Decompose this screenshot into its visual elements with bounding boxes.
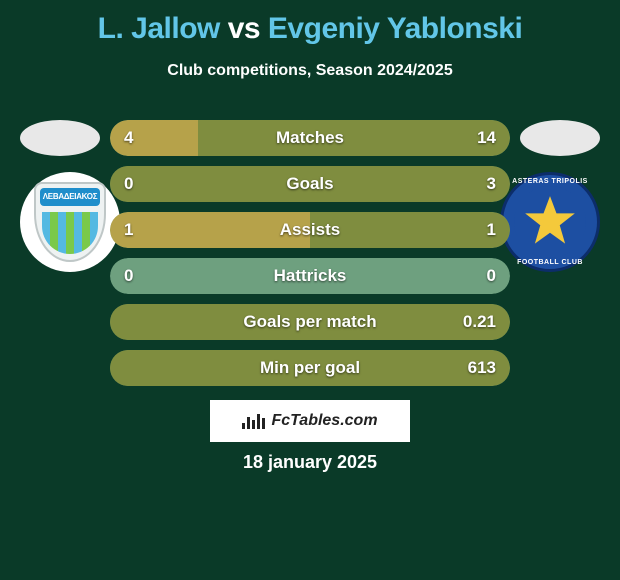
stat-row: Min per goal613 — [110, 350, 510, 386]
watermark-text: FcTables.com — [271, 412, 377, 430]
stat-label: Goals per match — [110, 304, 510, 340]
player2-name: Evgeniy Yablonski — [268, 12, 522, 45]
stat-label: Matches — [110, 120, 510, 156]
stat-value-right: 14 — [477, 120, 496, 156]
stat-label: Goals — [110, 166, 510, 202]
stat-value-right: 613 — [468, 350, 496, 386]
stat-label: Assists — [110, 212, 510, 248]
stat-value-right: 3 — [487, 166, 496, 202]
stat-label: Hattricks — [110, 258, 510, 294]
stats-container: 4Matches140Goals31Assists10Hattricks0Goa… — [110, 120, 510, 396]
star-icon — [523, 194, 577, 248]
club-badge-text-bottom: FOOTBALL CLUB — [500, 259, 600, 266]
subtitle: Club competitions, Season 2024/2025 — [0, 62, 620, 80]
stat-value-right: 1 — [487, 212, 496, 248]
player2-club-badge: ASTERAS TRIPOLIS FOOTBALL CLUB — [500, 172, 600, 272]
stat-value-right: 0 — [487, 258, 496, 294]
page-title: L. Jallow vs Evgeniy Yablonski — [0, 12, 620, 46]
club-badge-text-top: ASTERAS TRIPOLIS — [500, 178, 600, 185]
stat-row: 0Hattricks0 — [110, 258, 510, 294]
club-badge-stripes — [42, 212, 98, 254]
watermark: FcTables.com — [210, 400, 410, 442]
player1-flag — [20, 120, 100, 156]
bars-icon — [242, 414, 265, 429]
player1-club-badge: ΛΕΒΑΔΕΙΑΚΟΣ — [20, 172, 120, 272]
player2-flag — [520, 120, 600, 156]
club-badge-banner: ΛΕΒΑΔΕΙΑΚΟΣ — [40, 188, 100, 206]
stat-row: 4Matches14 — [110, 120, 510, 156]
date-label: 18 january 2025 — [0, 452, 620, 473]
stat-value-right: 0.21 — [463, 304, 496, 340]
vs-separator: vs — [228, 12, 260, 45]
stat-row: Goals per match0.21 — [110, 304, 510, 340]
stat-label: Min per goal — [110, 350, 510, 386]
player1-name: L. Jallow — [98, 12, 220, 45]
stat-row: 1Assists1 — [110, 212, 510, 248]
stat-row: 0Goals3 — [110, 166, 510, 202]
